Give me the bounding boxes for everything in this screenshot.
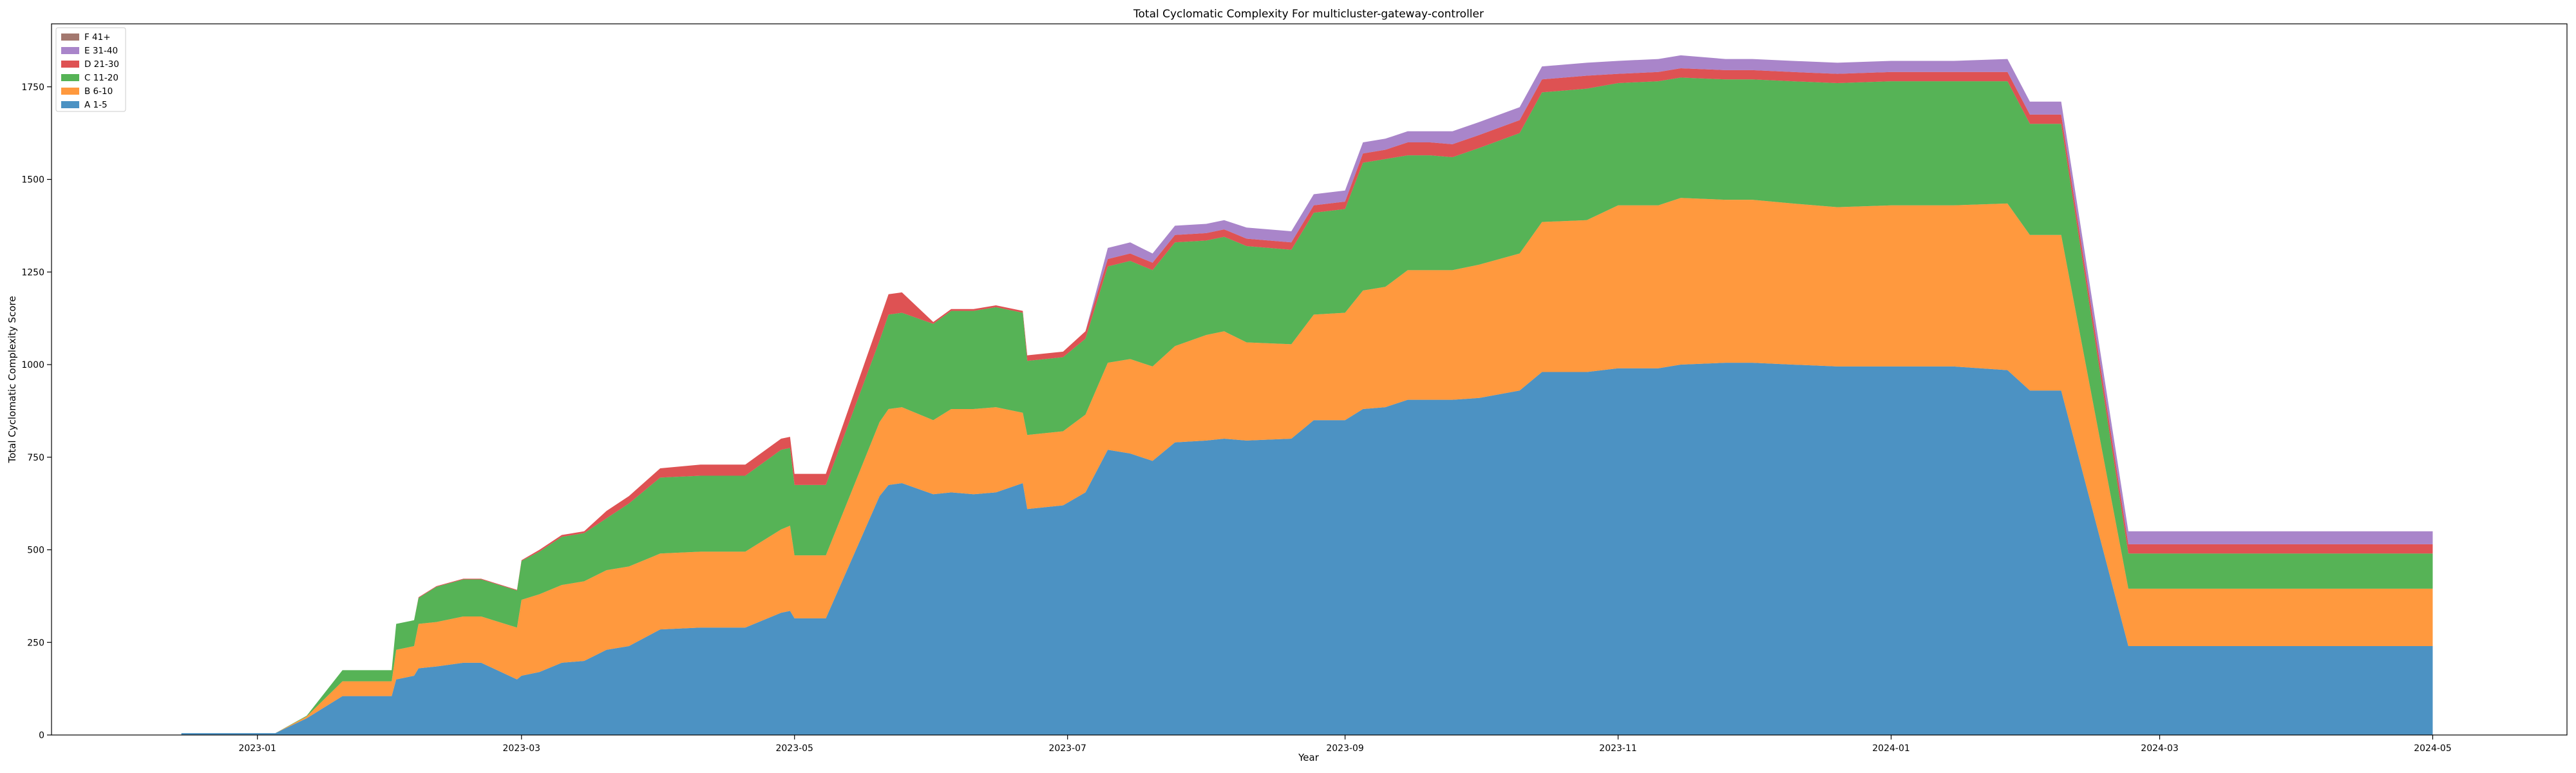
legend-label-a-1-5: A 1-5 (84, 100, 108, 110)
x-tick-label: 2023-01 (238, 743, 276, 754)
y-tick-label: 1750 (21, 82, 44, 93)
x-tick-label: 2023-05 (775, 743, 813, 754)
legend-label-d-21-30: D 21-30 (84, 59, 119, 70)
legend-swatch-c-11-20 (61, 74, 79, 81)
x-tick-label: 2023-09 (1326, 743, 1364, 754)
area-layer (181, 55, 2433, 735)
y-axis-title: Total Cyclomatic Complexity Score (6, 296, 18, 463)
legend-swatch-d-21-30 (61, 61, 79, 68)
y-tick-label: 750 (27, 453, 44, 463)
y-tick-label: 1000 (21, 360, 44, 370)
x-tick-label: 2024-03 (2141, 743, 2179, 754)
legend-swatch-e-31-40 (61, 47, 79, 54)
legend-swatch-f-41 (61, 33, 79, 41)
y-tick-label: 1500 (21, 175, 44, 186)
legend-swatch-a-1-5 (61, 101, 79, 108)
y-axis: 0 250 500 750 1000 1250 1500 1750 (21, 82, 52, 741)
x-tick-label: 2024-01 (1872, 743, 1910, 754)
x-axis: 2023-01 2023-03 2023-05 2023-07 2023-09 2023-… (238, 735, 2452, 754)
y-tick-label: 1250 (21, 267, 44, 278)
x-tick-label: 2023-07 (1048, 743, 1086, 754)
area-series-a-1-5 (181, 363, 2433, 735)
x-tick-label: 2024-05 (2414, 743, 2452, 754)
legend-swatch-b-6-10 (61, 88, 79, 95)
area-series-b-6-10 (181, 198, 2433, 734)
chart-title: Total Cyclomatic Complexity For multiclu… (1133, 8, 1484, 21)
legend-label-b-6-10: B 6-10 (84, 86, 113, 97)
legend-label-e-31-40: E 31-40 (84, 46, 118, 56)
y-tick-label: 500 (27, 546, 44, 556)
legend-label-f-41: F 41+ (84, 32, 111, 43)
legend: F 41+ E 31-40 D 21-30 C 11-20 B 6-10 A 1-5 (55, 27, 126, 112)
y-tick-label: 250 (27, 638, 44, 648)
x-axis-title: Year (1298, 752, 1320, 763)
y-tick-label: 0 (39, 730, 44, 741)
x-tick-label: 2023-03 (503, 743, 541, 754)
legend-label-c-11-20: C 11-20 (84, 73, 118, 83)
x-tick-label: 2023-11 (1599, 743, 1637, 754)
plot-frame (51, 23, 2568, 736)
